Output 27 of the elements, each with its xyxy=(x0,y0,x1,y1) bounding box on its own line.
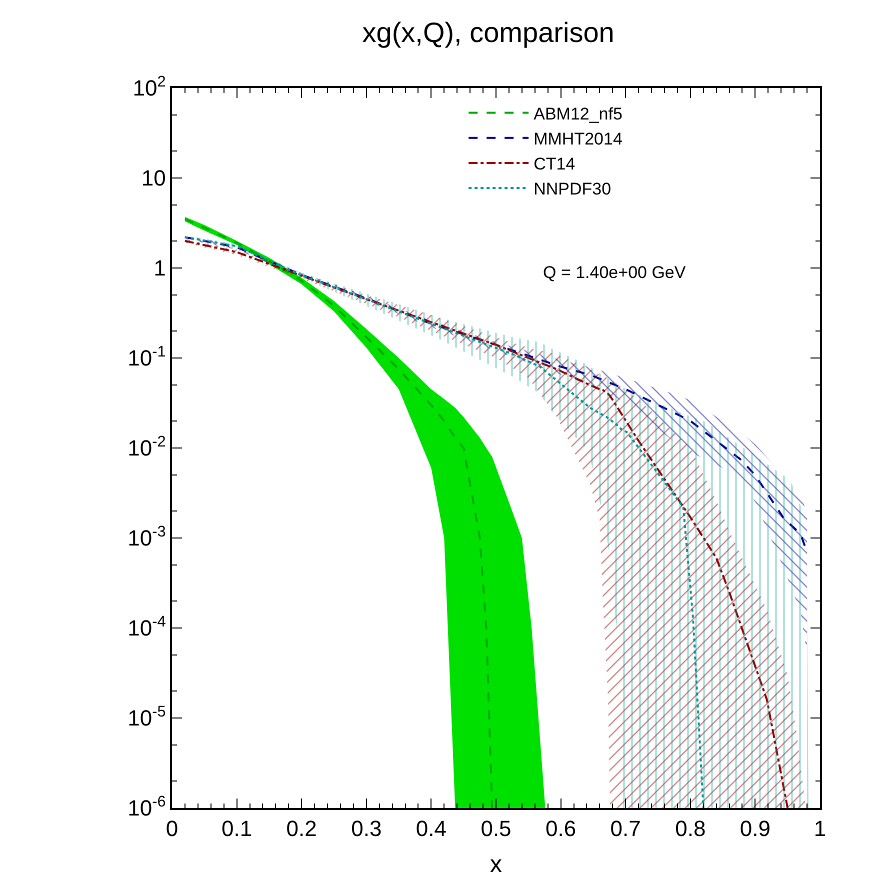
legend-label: NNPDF30 xyxy=(534,180,612,199)
y-tick-label: 10 xyxy=(141,166,166,191)
y-tick-label: 10$^{-4}$ xyxy=(128,613,166,641)
x-tick-label: 0.2 xyxy=(286,816,317,842)
legend-label: MMHT2014 xyxy=(534,129,622,148)
x-tick-label: 0.5 xyxy=(480,816,512,842)
x-tick-label: 0.8 xyxy=(675,816,706,842)
chart-title: xg(x,Q), comparison xyxy=(362,17,614,48)
y-tick-label: 10$^{2}$ xyxy=(132,73,166,101)
legend-label: ABM12_nf5 xyxy=(534,104,622,124)
annotation: Q = 1.40e+00 GeV xyxy=(543,263,686,282)
legend-label: CT14 xyxy=(534,154,576,174)
x-tick-label: 1 xyxy=(814,816,826,842)
x-tick-label: 0.4 xyxy=(416,816,446,842)
y-tick-label: 10$^{-5}$ xyxy=(128,703,166,731)
y-tick-label: 10$^{-2}$ xyxy=(128,433,166,461)
x-tick-label: 0.9 xyxy=(740,816,770,842)
x-tick-label: 0.6 xyxy=(546,816,576,842)
y-tick-label: 1 xyxy=(154,256,166,281)
x-axis-title: x xyxy=(490,850,502,878)
y-tick-label: 10$^{-1}$ xyxy=(128,343,166,371)
x-tick-label: 0.1 xyxy=(222,816,252,842)
y-tick-label: 10$^{-3}$ xyxy=(128,523,166,551)
y-tick-label: 10$^{-6}$ xyxy=(128,793,166,821)
x-tick-label: 0.3 xyxy=(351,816,382,842)
x-tick-label: 0.7 xyxy=(610,816,641,842)
x-tick-label: 0 xyxy=(166,816,178,842)
